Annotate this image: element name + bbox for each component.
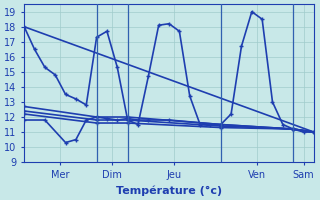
X-axis label: Température (°c): Température (°c) — [116, 185, 222, 196]
